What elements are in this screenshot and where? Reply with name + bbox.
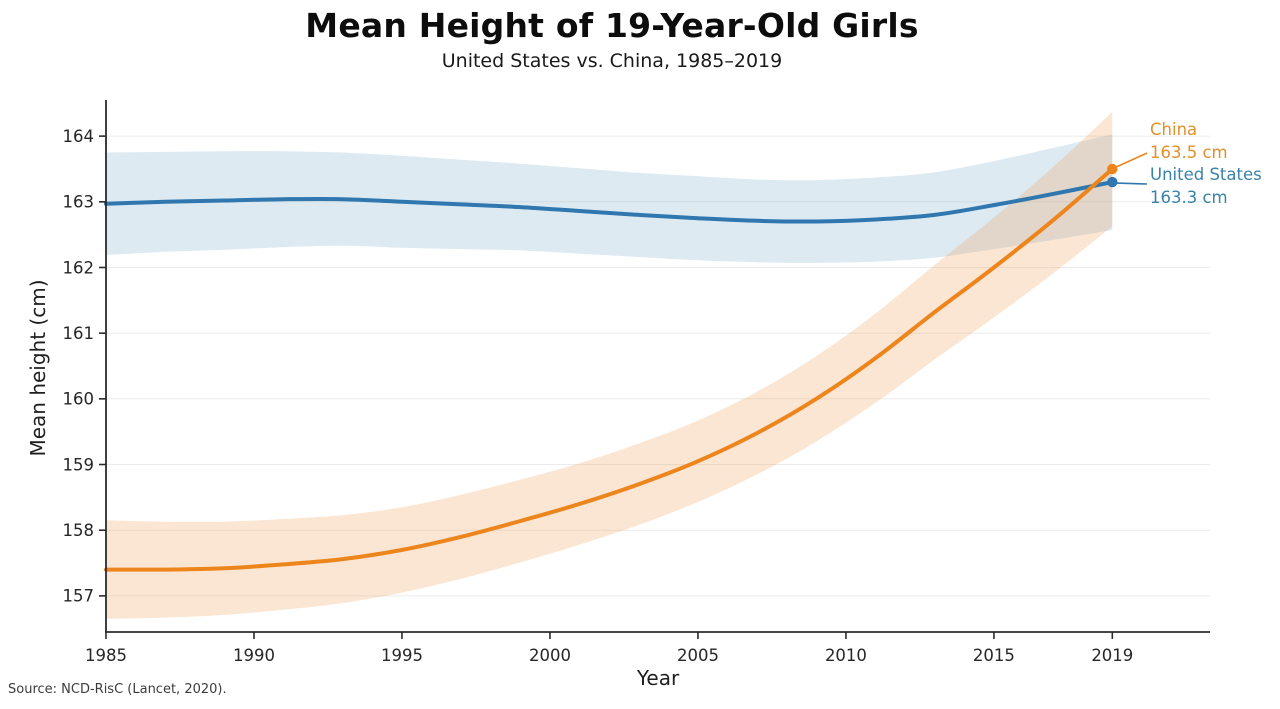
y-axis-label: Mean height (cm) xyxy=(26,279,50,457)
china-end-value: 163.5 cm xyxy=(1150,143,1228,162)
x-tick-label: 2010 xyxy=(825,646,867,665)
us-confidence-band xyxy=(106,134,1113,263)
china-end-annotation: China 163.5 cm xyxy=(1150,118,1228,164)
us-end-annotation: United States 163.3 cm xyxy=(1150,163,1262,209)
chart-subtitle: United States vs. China, 1985–2019 xyxy=(441,50,783,72)
y-tick-label: 158 xyxy=(63,521,95,540)
y-tick-label: 164 xyxy=(63,127,95,146)
x-tick-label: 1990 xyxy=(233,646,275,665)
china-series-label: China xyxy=(1150,120,1198,139)
x-tick-label: 2015 xyxy=(973,646,1015,665)
y-tick-label: 160 xyxy=(63,390,95,409)
us-end-dot xyxy=(1107,176,1118,188)
china-end-dot xyxy=(1107,163,1118,175)
us-series-label: United States xyxy=(1150,165,1262,184)
us-line xyxy=(104,180,1115,224)
source-note: Source: NCD-RisC (Lancet, 2020). xyxy=(8,682,227,697)
x-tick-label: 2019 xyxy=(1091,646,1133,665)
y-tick-label: 161 xyxy=(63,324,95,343)
x-tick-label: 1985 xyxy=(85,646,127,665)
y-tick-label: 159 xyxy=(63,455,95,474)
y-tick-label: 162 xyxy=(63,258,95,277)
us-end-value: 163.3 cm xyxy=(1150,188,1228,207)
y-tick-label: 157 xyxy=(63,587,95,606)
x-axis-label: Year xyxy=(636,666,680,690)
x-tick-label: 2000 xyxy=(529,646,571,665)
china-line xyxy=(104,167,1115,572)
china-leader-line xyxy=(1115,152,1148,168)
x-tick-label: 1995 xyxy=(381,646,423,665)
y-tick-label: 163 xyxy=(63,193,95,212)
us-leader-line xyxy=(1116,182,1148,185)
x-tick-label: 2005 xyxy=(677,646,719,665)
chart-title: Mean Height of 19-Year-Old Girls xyxy=(305,6,919,45)
